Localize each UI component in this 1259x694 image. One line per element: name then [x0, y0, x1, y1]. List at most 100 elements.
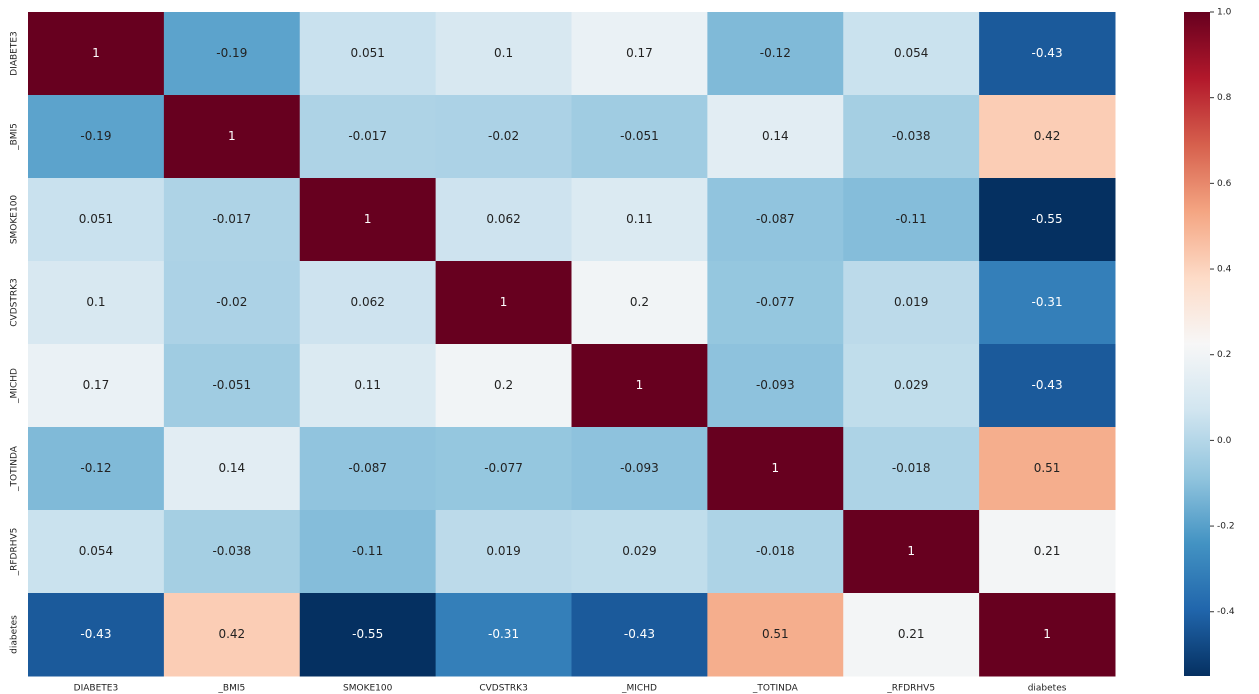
heatmap-cell [571, 12, 708, 96]
heatmap-cell [571, 344, 708, 428]
cell-label: 0.42 [1034, 129, 1061, 143]
heatmap-cell [299, 593, 437, 677]
heatmap-cell [163, 510, 301, 594]
cell-label: 1 [500, 295, 508, 309]
cell-label: -0.077 [756, 295, 795, 309]
heatmap-cell [707, 593, 844, 677]
colorbar-tick-label: -0.4 [1217, 607, 1235, 617]
x-tick-label: CVDSTRK3 [479, 684, 527, 694]
cell-label: 0.17 [83, 378, 110, 392]
heatmap-cell [28, 510, 165, 594]
cell-label: -0.018 [892, 461, 931, 475]
heatmap-cell [571, 95, 708, 179]
cell-label: -0.038 [212, 544, 251, 558]
cell-label: 0.054 [894, 46, 928, 60]
heatmap-cell [299, 261, 437, 345]
cell-label: 0.21 [1034, 544, 1061, 558]
cell-label: 0.062 [351, 295, 385, 309]
x-tick-label: SMOKE100 [343, 684, 393, 694]
heatmap-cell [707, 344, 844, 428]
colorbar [1184, 12, 1210, 676]
colorbar-tick-label: 0.0 [1217, 436, 1232, 446]
heatmap-cell [435, 95, 572, 179]
heatmap-cell [299, 95, 437, 179]
cell-label: -0.017 [348, 129, 387, 143]
cell-label: 0.029 [622, 544, 656, 558]
heatmap-cell [979, 344, 1116, 428]
heatmap-cell [843, 12, 980, 96]
y-tick-label: _MICHD [10, 368, 20, 404]
colorbar-tick-label: 0.4 [1217, 265, 1232, 275]
heatmap-cell [299, 178, 437, 262]
heatmap-cell [979, 593, 1116, 677]
cell-label: -0.12 [80, 461, 111, 475]
cell-label: 0.11 [626, 212, 653, 226]
colorbar-tick-label: 0.6 [1217, 179, 1232, 189]
cell-label: 0.42 [218, 627, 245, 641]
colorbar-tick-label: 0.2 [1217, 350, 1231, 360]
y-tick-label: DIABETE3 [10, 31, 20, 76]
heatmap-cell [299, 427, 437, 511]
cell-label: -0.11 [352, 544, 383, 558]
y-tick-label: _BMI5 [10, 123, 20, 151]
cell-label: 1 [92, 46, 100, 60]
x-tick-label: _RFDRHV5 [886, 684, 935, 694]
heatmap-cell [163, 12, 301, 96]
cell-label: 0.1 [494, 46, 513, 60]
heatmap-cell [707, 95, 844, 179]
cell-label: 1 [364, 212, 372, 226]
heatmap-cell [979, 178, 1116, 262]
y-tick-label: _TOTINDA [10, 445, 20, 492]
y-tick-label: _RFDRHV5 [10, 528, 20, 577]
cell-label: 0.019 [486, 544, 520, 558]
cell-label: 1 [1043, 627, 1051, 641]
cell-label: -0.43 [1032, 46, 1063, 60]
heatmap-cell [299, 510, 437, 594]
colorbar-tick-label: 1.0 [1217, 8, 1232, 18]
x-tick-label: DIABETE3 [74, 684, 119, 694]
cell-label: 0.21 [898, 627, 925, 641]
cell-label: -0.19 [216, 46, 247, 60]
cell-label: 1 [228, 129, 236, 143]
cell-label: -0.43 [624, 627, 655, 641]
heatmap-cell [163, 95, 301, 179]
heatmap-cell [163, 261, 301, 345]
cell-label: -0.12 [760, 46, 791, 60]
heatmap-cell [843, 593, 980, 677]
heatmap-cell [979, 261, 1116, 345]
heatmap-cell [163, 427, 301, 511]
heatmap-cell [435, 427, 572, 511]
heatmap-cell [571, 261, 708, 345]
heatmap-cell [435, 12, 572, 96]
cell-label: -0.02 [216, 295, 247, 309]
cell-label: -0.018 [756, 544, 795, 558]
heatmap-cell [843, 427, 980, 511]
cell-label: 1 [907, 544, 915, 558]
heatmap-cell [707, 261, 844, 345]
heatmap-cell [28, 344, 165, 428]
heatmap-cell [843, 344, 980, 428]
heatmap-cell [435, 261, 572, 345]
heatmap-cell [163, 178, 301, 262]
cell-label: 0.051 [79, 212, 113, 226]
cell-label: -0.55 [1032, 212, 1063, 226]
cell-label: 1 [771, 461, 779, 475]
heatmap-cell [979, 95, 1116, 179]
cell-label: 0.14 [218, 461, 245, 475]
cell-label: 0.019 [894, 295, 928, 309]
cell-label: -0.55 [352, 627, 383, 641]
cell-label: -0.087 [348, 461, 387, 475]
x-tick-label: _MICHD [621, 684, 657, 694]
heatmap-cell [28, 95, 165, 179]
cell-label: 0.062 [486, 212, 520, 226]
cell-label: -0.19 [80, 129, 111, 143]
heatmap-cell [28, 427, 165, 511]
cell-label: -0.31 [1032, 295, 1063, 309]
y-tick-label: diabetes [10, 615, 20, 654]
cell-label: -0.43 [1032, 378, 1063, 392]
x-tick-label: _BMI5 [217, 684, 245, 694]
cell-label: -0.087 [756, 212, 795, 226]
heatmap-cell [28, 593, 165, 677]
cell-label: 0.51 [762, 627, 789, 641]
